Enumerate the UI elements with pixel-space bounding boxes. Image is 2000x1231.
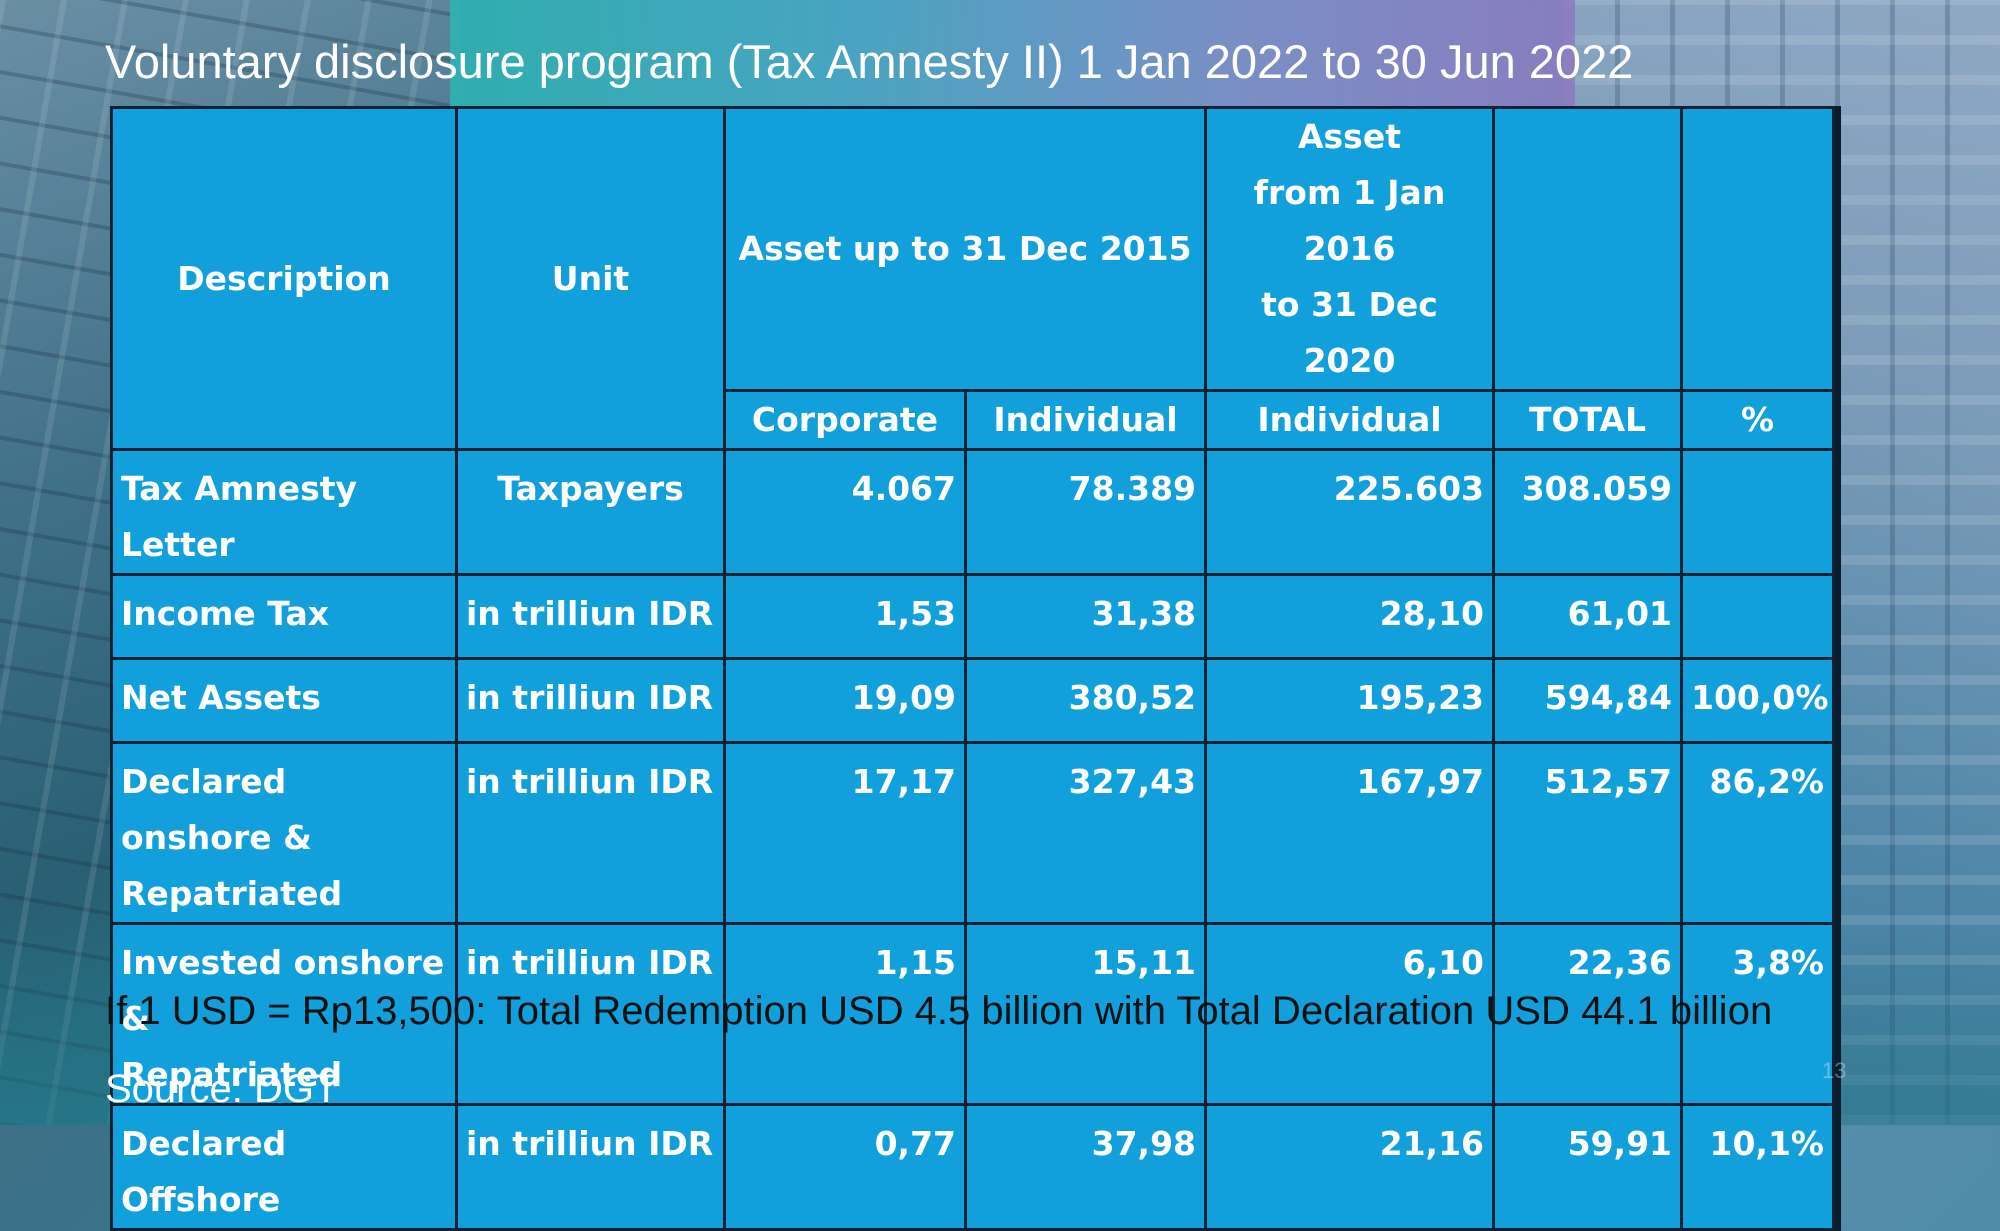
background-top-band — [450, 0, 1575, 110]
cell-corporate: 1,15 — [723, 922, 967, 1106]
header-asset-2016-line1: Asset — [1298, 117, 1401, 156]
table-row: Declared Offshore in trilliun IDR 0,77 3… — [110, 1103, 1835, 1231]
header-pct: % — [1680, 389, 1835, 451]
tax-amnesty-table: Description Unit Asset up to 31 Dec 2015… — [110, 106, 1835, 1231]
cell-description-line1: Invested onshore & — [121, 943, 445, 1038]
table-row: Tax Amnesty Letter Taxpayers 4.067 78.38… — [110, 448, 1835, 576]
header-individual-2015: Individual — [964, 389, 1207, 451]
footnote-conversion: If 1 USD = Rp13,500: Total Redemption US… — [105, 989, 1773, 1033]
cell-individual-2015: 37,98 — [964, 1103, 1207, 1231]
cell-individual-2016: 225.603 — [1204, 448, 1495, 576]
cell-description-line1: Declared onshore & — [121, 762, 312, 857]
header-row-sub: Corporate Individual Individual TOTAL % — [112, 389, 1835, 451]
cell-individual-2015: 15,11 — [964, 922, 1207, 1106]
header-asset-2015: Asset up to 31 Dec 2015 — [723, 106, 1207, 392]
cell-total: 512,57 — [1492, 741, 1683, 925]
cell-unit: in trilliun IDR — [455, 922, 726, 1106]
slide-title: Voluntary disclosure program (Tax Amnest… — [105, 35, 1634, 88]
cell-individual-2016: 21,16 — [1204, 1103, 1495, 1231]
header-empty-total — [1492, 106, 1683, 392]
cell-pct: 86,2% — [1680, 741, 1835, 925]
cell-individual-2016: 6,10 — [1204, 922, 1495, 1106]
table-row: Net Assets in trilliun IDR 19,09 380,52 … — [110, 657, 1835, 744]
table-row: Invested onshore & Repatriated in trilli… — [110, 922, 1835, 1106]
header-empty-pct — [1680, 106, 1835, 392]
cell-corporate: 1,53 — [723, 573, 967, 660]
cell-unit: in trilliun IDR — [455, 573, 726, 660]
cell-description: Declared Offshore — [110, 1103, 458, 1231]
header-asset-2016: Asset from 1 Jan 2016 to 31 Dec 2020 — [1204, 106, 1495, 392]
cell-pct — [1680, 448, 1835, 576]
cell-corporate: 19,09 — [723, 657, 967, 744]
table-row: Income Tax in trilliun IDR 1,53 31,38 28… — [110, 573, 1835, 660]
cell-individual-2015: 78.389 — [964, 448, 1207, 576]
cell-description: Invested onshore & Repatriated — [110, 922, 458, 1106]
cell-description: Declared onshore & Repatriated — [110, 741, 458, 925]
header-asset-2016-line2: from 1 Jan 2016 — [1253, 173, 1446, 268]
cell-individual-2015: 327,43 — [964, 741, 1207, 925]
cell-description: Net Assets — [110, 657, 458, 744]
source-label: Source: DGT — [105, 1067, 339, 1111]
header-row-top: Description Unit Asset up to 31 Dec 2015… — [110, 106, 1835, 451]
cell-description-line2: Repatriated — [121, 874, 343, 913]
page-number: 13 — [1822, 1058, 1847, 1083]
cell-pct: 10,1% — [1680, 1103, 1835, 1231]
cell-description: Income Tax — [110, 573, 458, 660]
header-description: Description — [110, 106, 458, 451]
cell-corporate: 17,17 — [723, 741, 967, 925]
cell-pct: 3,8% — [1680, 922, 1835, 1106]
cell-individual-2015: 380,52 — [964, 657, 1207, 744]
cell-total: 61,01 — [1492, 573, 1683, 660]
cell-individual-2016: 28,10 — [1204, 573, 1495, 660]
cell-description: Tax Amnesty Letter — [110, 448, 458, 576]
cell-unit: in trilliun IDR — [455, 741, 726, 925]
header-corporate: Corporate — [723, 389, 967, 451]
cell-total: 22,36 — [1492, 922, 1683, 1106]
header-individual-2016: Individual — [1204, 389, 1495, 451]
header-total: TOTAL — [1492, 389, 1683, 451]
cell-total: 308.059 — [1492, 448, 1683, 576]
cell-pct: 100,0% — [1680, 657, 1835, 744]
table-row: Declared onshore & Repatriated in trilli… — [110, 741, 1835, 925]
cell-corporate: 4.067 — [723, 448, 967, 576]
cell-corporate: 0,77 — [723, 1103, 967, 1231]
cell-unit: in trilliun IDR — [455, 657, 726, 744]
cell-description-line2: Repatriated — [121, 1055, 343, 1094]
cell-unit: in trilliun IDR — [455, 1103, 726, 1231]
cell-individual-2015: 31,38 — [964, 573, 1207, 660]
cell-individual-2016: 195,23 — [1204, 657, 1495, 744]
cell-total: 594,84 — [1492, 657, 1683, 744]
cell-unit: Taxpayers — [455, 448, 726, 576]
header-asset-2016-line3: to 31 Dec 2020 — [1261, 285, 1438, 380]
cell-total: 59,91 — [1492, 1103, 1683, 1231]
cell-pct — [1680, 573, 1835, 660]
header-unit: Unit — [455, 106, 726, 451]
cell-individual-2016: 167,97 — [1204, 741, 1495, 925]
